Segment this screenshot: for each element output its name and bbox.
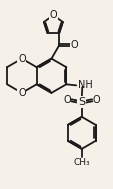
Text: O: O <box>18 54 25 64</box>
Text: O: O <box>92 95 100 105</box>
Text: NH: NH <box>78 80 92 90</box>
Text: S: S <box>78 97 85 107</box>
Text: O: O <box>62 95 70 105</box>
Text: O: O <box>70 40 78 50</box>
Text: O: O <box>18 88 25 98</box>
Text: CH₃: CH₃ <box>73 158 89 167</box>
Text: O: O <box>49 10 57 20</box>
